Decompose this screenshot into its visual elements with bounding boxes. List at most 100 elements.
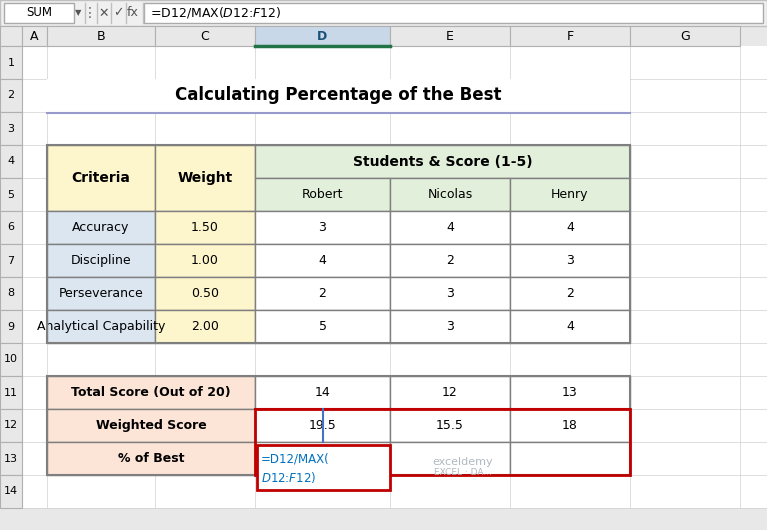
- Bar: [510, 376, 630, 409]
- Text: 5: 5: [318, 320, 327, 333]
- Bar: [257, 445, 390, 490]
- Text: ✓: ✓: [113, 6, 123, 20]
- Bar: [0, 26, 22, 46]
- Bar: [47, 244, 155, 277]
- Text: $D$12:$F$12): $D$12:$F$12): [261, 470, 316, 485]
- Text: ✕: ✕: [99, 6, 109, 20]
- Text: EXCEL · DA...: EXCEL · DA...: [433, 469, 492, 478]
- Bar: [0, 310, 22, 343]
- Text: A: A: [30, 30, 39, 42]
- Text: fx: fx: [127, 6, 139, 20]
- Bar: [47, 409, 255, 442]
- Text: 4: 4: [566, 221, 574, 234]
- Bar: [0, 0, 767, 26]
- Text: C: C: [201, 30, 209, 42]
- Text: Analytical Capability: Analytical Capability: [37, 320, 165, 333]
- Bar: [0, 277, 22, 310]
- Bar: [510, 310, 630, 343]
- Text: 2: 2: [8, 91, 15, 101]
- Bar: [255, 244, 390, 277]
- Text: 2: 2: [318, 287, 327, 300]
- Text: 4: 4: [566, 320, 574, 333]
- Bar: [255, 178, 390, 211]
- Bar: [390, 244, 510, 277]
- Bar: [0, 112, 22, 145]
- Bar: [390, 310, 510, 343]
- Text: D: D: [318, 30, 328, 42]
- Text: Discipline: Discipline: [71, 254, 131, 267]
- Text: 4: 4: [8, 156, 15, 166]
- Bar: [155, 244, 255, 277]
- Bar: [0, 79, 22, 112]
- Text: F: F: [567, 30, 574, 42]
- Bar: [47, 26, 155, 46]
- Text: 12: 12: [442, 386, 458, 399]
- Text: Henry: Henry: [551, 188, 589, 201]
- Text: E: E: [446, 30, 454, 42]
- Text: 15.5: 15.5: [436, 419, 464, 432]
- Bar: [510, 211, 630, 244]
- Bar: [510, 244, 630, 277]
- Text: 1.50: 1.50: [191, 221, 219, 234]
- Bar: [255, 145, 630, 178]
- Bar: [390, 442, 510, 475]
- Text: 12: 12: [4, 420, 18, 430]
- Text: B: B: [97, 30, 105, 42]
- Text: Nicolas: Nicolas: [427, 188, 472, 201]
- Text: 18: 18: [562, 419, 578, 432]
- Bar: [155, 145, 255, 211]
- Text: 0.50: 0.50: [191, 287, 219, 300]
- Bar: [255, 376, 390, 409]
- Bar: [155, 211, 255, 244]
- Bar: [22, 46, 767, 508]
- Bar: [390, 178, 510, 211]
- Bar: [390, 277, 510, 310]
- Bar: [390, 26, 510, 46]
- Text: Total Score (Out of 20): Total Score (Out of 20): [71, 386, 231, 399]
- Text: Weight: Weight: [177, 171, 232, 185]
- Text: 14: 14: [314, 386, 331, 399]
- Bar: [22, 26, 47, 46]
- Text: 3: 3: [446, 287, 454, 300]
- Text: =D12/MAX($D$12:$F$12): =D12/MAX($D$12:$F$12): [150, 5, 281, 21]
- Text: % of Best: % of Best: [118, 452, 184, 465]
- Text: 3: 3: [446, 320, 454, 333]
- Text: 1: 1: [8, 57, 15, 67]
- Bar: [255, 211, 390, 244]
- Text: 2.00: 2.00: [191, 320, 219, 333]
- Text: 3: 3: [566, 254, 574, 267]
- Bar: [0, 145, 22, 178]
- Text: SUM: SUM: [26, 6, 52, 20]
- Bar: [155, 26, 255, 46]
- Text: 13: 13: [562, 386, 578, 399]
- Text: 2: 2: [446, 254, 454, 267]
- Text: Robert: Robert: [301, 188, 344, 201]
- Bar: [0, 244, 22, 277]
- Bar: [255, 409, 630, 475]
- Bar: [144, 3, 763, 23]
- Text: Weighted Score: Weighted Score: [96, 419, 206, 432]
- Bar: [510, 26, 630, 46]
- Bar: [510, 277, 630, 310]
- Text: Accuracy: Accuracy: [72, 221, 130, 234]
- Bar: [255, 310, 390, 343]
- Text: Perseverance: Perseverance: [58, 287, 143, 300]
- Bar: [47, 442, 255, 475]
- Text: 2: 2: [566, 287, 574, 300]
- Bar: [510, 178, 630, 211]
- Text: 3: 3: [8, 123, 15, 134]
- Bar: [4, 3, 74, 23]
- Bar: [47, 211, 155, 244]
- Bar: [510, 442, 630, 475]
- Bar: [390, 211, 510, 244]
- Text: Students & Score (1-5): Students & Score (1-5): [353, 155, 532, 169]
- Bar: [0, 211, 22, 244]
- Bar: [0, 343, 22, 376]
- Bar: [390, 409, 510, 442]
- Text: 7: 7: [8, 255, 15, 266]
- Text: 5: 5: [8, 190, 15, 199]
- Text: 9: 9: [8, 322, 15, 331]
- Bar: [47, 145, 155, 211]
- Bar: [47, 277, 155, 310]
- Bar: [630, 26, 740, 46]
